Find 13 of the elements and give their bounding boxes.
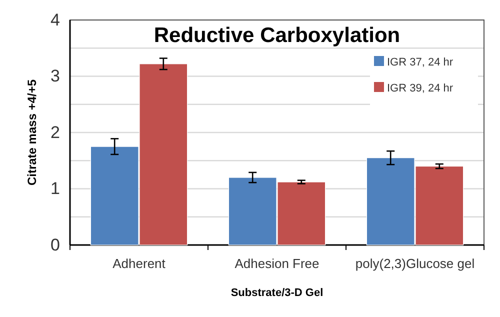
x-axis-title: Substrate/3-D Gel [230, 287, 324, 299]
legend-label: IGR 39, 24 hr [387, 82, 454, 94]
legend-label: IGR 37, 24 hr [387, 56, 454, 68]
y-tick-label: 0 [50, 235, 60, 254]
x-tick-label: poly(2,3)Glucose gel [355, 256, 475, 272]
y-tick-label: 2 [50, 122, 60, 142]
x-tick-label: Adherent [112, 256, 166, 272]
y-tick-label: 3 [50, 66, 60, 86]
y-tick-label: 4 [50, 10, 60, 30]
x-tick-label: Adhesion Free [234, 256, 320, 272]
chart-title: Reductive Carboxylation [154, 24, 400, 47]
y-axis-title: Citrate mass +4/+5 [25, 79, 39, 186]
y-tick-label: 1 [50, 179, 60, 198]
